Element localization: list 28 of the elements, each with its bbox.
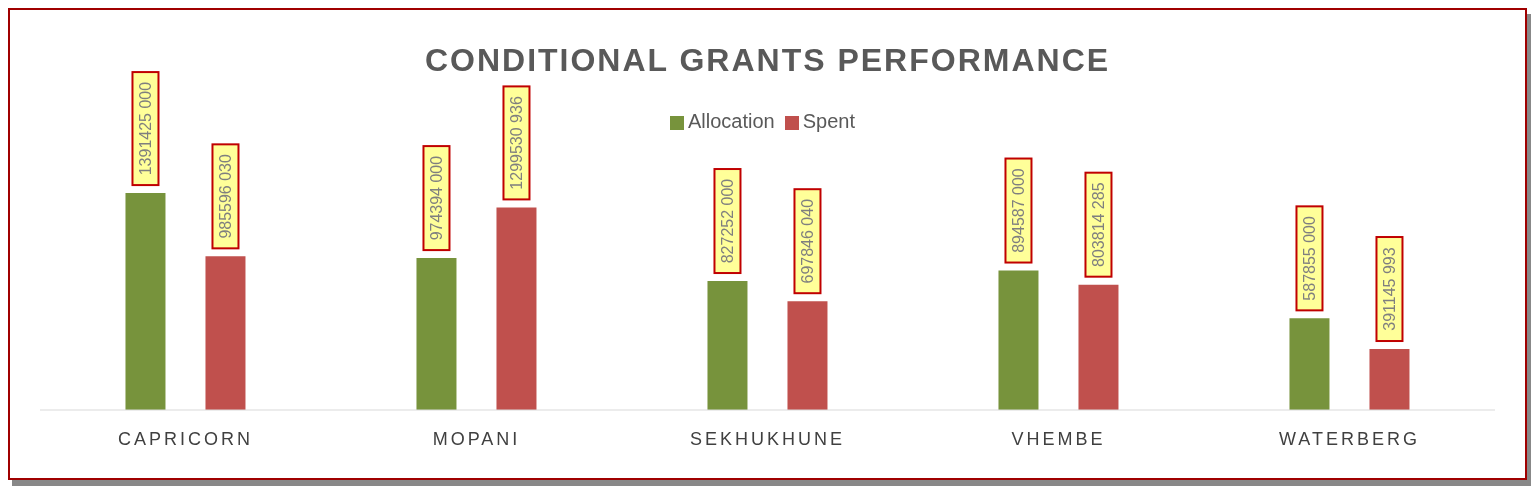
data-label: 697846 040 (798, 198, 816, 284)
legend-label: Allocation (688, 110, 775, 132)
bar (125, 193, 166, 410)
x-tick-label: SEKHUKHUNE (689, 428, 846, 449)
bar (1289, 318, 1330, 410)
bar (496, 207, 537, 410)
bar (998, 270, 1039, 410)
x-tick-label: CAPRICORN (117, 428, 254, 449)
data-label: 974394 000 (427, 155, 445, 241)
legend-label: Spent (802, 110, 855, 132)
data-label: 391145 993 (1380, 247, 1398, 331)
data-label: 894587 000 (1009, 168, 1027, 253)
bar (707, 281, 748, 410)
data-label: 985596 030 (216, 153, 234, 239)
chart-title: CONDITIONAL GRANTS PERFORMANCE (423, 42, 1112, 79)
bar (416, 258, 457, 410)
data-label: 587855 000 (1300, 215, 1318, 301)
x-tick-label: WATERBERG (1278, 428, 1421, 449)
x-tick-label: VHEMBE (1011, 428, 1106, 449)
data-label: 1299530 936 (507, 96, 525, 190)
x-tick-label: MOPANI (432, 428, 521, 449)
data-label: 803814 285 (1089, 182, 1107, 267)
data-label: 1391425 000 (136, 81, 154, 176)
bar (1369, 349, 1410, 410)
bar (787, 301, 828, 410)
bar (205, 256, 246, 410)
bar (1078, 284, 1119, 410)
data-label: 827252 000 (718, 178, 736, 264)
